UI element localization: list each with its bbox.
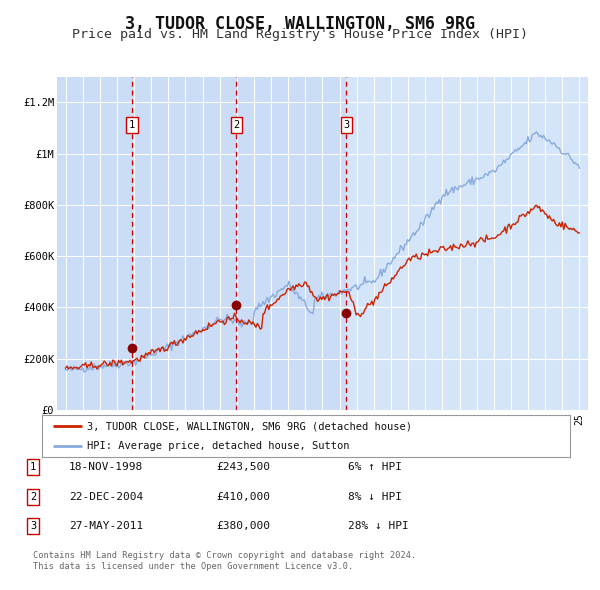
Text: 2: 2 xyxy=(30,492,36,502)
Text: This data is licensed under the Open Government Licence v3.0.: This data is licensed under the Open Gov… xyxy=(33,562,353,571)
Text: 3, TUDOR CLOSE, WALLINGTON, SM6 9RG (detached house): 3, TUDOR CLOSE, WALLINGTON, SM6 9RG (det… xyxy=(87,421,412,431)
Text: 28% ↓ HPI: 28% ↓ HPI xyxy=(348,522,409,531)
Text: 6% ↑ HPI: 6% ↑ HPI xyxy=(348,463,402,472)
Text: 2: 2 xyxy=(233,120,239,130)
Text: £380,000: £380,000 xyxy=(216,522,270,531)
Text: 8% ↓ HPI: 8% ↓ HPI xyxy=(348,492,402,502)
Bar xyxy=(346,77,588,410)
Text: 1: 1 xyxy=(129,120,135,130)
Text: 1: 1 xyxy=(30,463,36,472)
Text: 22-DEC-2004: 22-DEC-2004 xyxy=(69,492,143,502)
Bar xyxy=(57,77,132,410)
Text: 27-MAY-2011: 27-MAY-2011 xyxy=(69,522,143,531)
Bar xyxy=(236,77,346,410)
Bar xyxy=(132,77,236,410)
Text: Price paid vs. HM Land Registry's House Price Index (HPI): Price paid vs. HM Land Registry's House … xyxy=(72,28,528,41)
Text: Contains HM Land Registry data © Crown copyright and database right 2024.: Contains HM Land Registry data © Crown c… xyxy=(33,552,416,560)
Text: HPI: Average price, detached house, Sutton: HPI: Average price, detached house, Sutt… xyxy=(87,441,349,451)
Text: 3, TUDOR CLOSE, WALLINGTON, SM6 9RG: 3, TUDOR CLOSE, WALLINGTON, SM6 9RG xyxy=(125,15,475,34)
Text: 3: 3 xyxy=(30,522,36,531)
Text: £410,000: £410,000 xyxy=(216,492,270,502)
Text: 3: 3 xyxy=(343,120,350,130)
Text: 18-NOV-1998: 18-NOV-1998 xyxy=(69,463,143,472)
Text: £243,500: £243,500 xyxy=(216,463,270,472)
